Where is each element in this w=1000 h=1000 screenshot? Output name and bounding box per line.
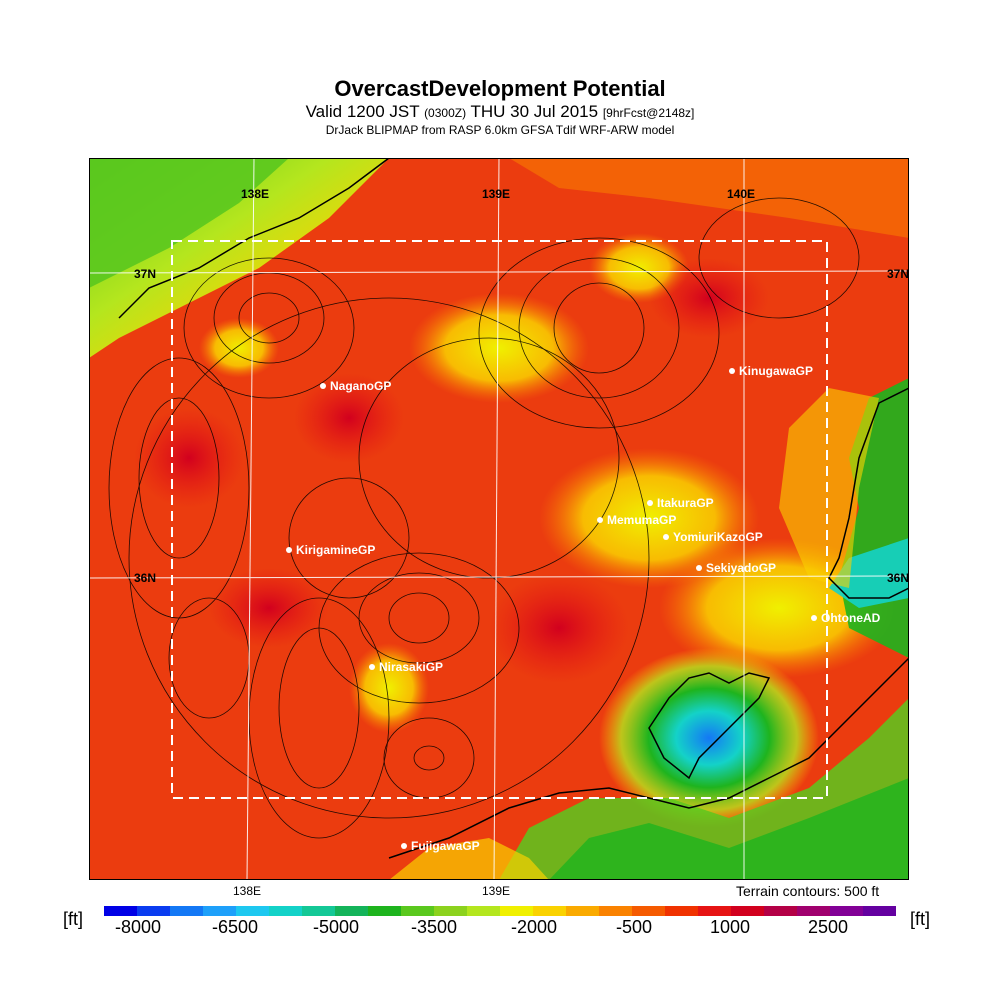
field-red-5: [294, 373, 404, 463]
site-dot-memuma[interactable]: [597, 517, 603, 523]
valid-time-z: (0300Z): [424, 106, 467, 120]
lon-label-bottom-138e: 138E: [233, 884, 262, 898]
site-label-memuma[interactable]: MemumaGP: [607, 513, 676, 527]
field-nw-green-core: [89, 158, 289, 288]
scale-swatch: [830, 906, 864, 916]
scale-swatch: [698, 906, 732, 916]
lat-label-right-36n: 36N: [887, 571, 909, 585]
scale-swatch: [665, 906, 699, 916]
field-east-cyan: [829, 538, 909, 608]
site-dot-ohtone[interactable]: [811, 615, 817, 621]
site-label-fujigawa[interactable]: FujigawaGP: [411, 839, 480, 853]
scale-label-1: -8000: [114, 917, 162, 937]
scale-swatch: [863, 906, 896, 916]
scale-swatch: [269, 906, 303, 916]
valid-date: THU 30 Jul 2015: [470, 102, 599, 121]
field-red-1: [209, 568, 329, 648]
forecast-map: 138E 139E 140E 37N 36N 37N 36N NaganoGP …: [89, 158, 909, 880]
scale-swatch: [170, 906, 204, 916]
field-red-3: [649, 258, 769, 338]
scale-swatch: [533, 906, 567, 916]
scale-swatch: [566, 906, 600, 916]
scale-label-2: -6500: [211, 917, 259, 937]
map-title: OvercastDevelopment Potential: [334, 76, 666, 101]
scale-swatch: [500, 906, 534, 916]
scale-swatch: [236, 906, 270, 916]
field-yellow-nirasaki: [349, 643, 429, 733]
site-label-kirigamine[interactable]: KirigamineGP: [296, 543, 375, 557]
field-yellow-east: [539, 448, 759, 588]
field-red-4: [489, 573, 629, 683]
lon-label-top-138e: 138E: [241, 187, 269, 201]
coastline-south: [388, 657, 909, 859]
valid-time-main: Valid 1200 JST: [305, 102, 420, 121]
field-south-green-core: [549, 778, 909, 880]
terrain-note: Terrain contours: 500 ft: [736, 883, 880, 899]
lon-label-top-140e: 140E: [727, 187, 755, 201]
site-dot-nagano[interactable]: [320, 383, 326, 389]
scale-label-5: -2000: [510, 917, 558, 937]
lat-label-right-37n: 37N: [887, 267, 909, 281]
lon-label-top-139e: 139E: [482, 187, 510, 201]
scale-swatch: [368, 906, 402, 916]
field-ne-orange: [509, 158, 909, 238]
unit-right: [ft]: [910, 909, 931, 929]
scale-swatch: [335, 906, 369, 916]
scale-swatch: [632, 906, 666, 916]
scale-label-3: -5000: [312, 917, 360, 937]
scale-label-6: -500: [615, 917, 653, 937]
scale-swatch: [137, 906, 171, 916]
color-scale: [104, 906, 896, 916]
site-dot-kirigamine[interactable]: [286, 547, 292, 553]
scale-label-4: -3500: [410, 917, 458, 937]
site-markers: NaganoGP KinugawaGP ItakuraGP MemumaGP Y…: [286, 364, 881, 853]
site-label-nirasaki[interactable]: NirasakiGP: [379, 660, 443, 674]
site-dot-kinugawa[interactable]: [729, 368, 735, 374]
scale-swatch: [764, 906, 798, 916]
lon-label-bottom-139e: 139E: [482, 884, 511, 898]
lat-label-left-36n: 36N: [134, 571, 156, 585]
terrain-contours: [108, 197, 860, 839]
site-dot-sekiyado[interactable]: [696, 565, 702, 571]
scale-label-8: 2500: [807, 917, 849, 937]
site-label-kinugawa[interactable]: KinugawaGP: [739, 364, 813, 378]
scale-label-7: 1000: [709, 917, 751, 937]
model-source: DrJack BLIPMAP from RASP 6.0km GFSA Tdif…: [325, 123, 675, 137]
site-dot-nirasaki[interactable]: [369, 664, 375, 670]
site-label-ohtone[interactable]: OhtoneAD: [821, 611, 881, 625]
site-dot-fujigawa[interactable]: [401, 843, 407, 849]
scale-swatch: [731, 906, 765, 916]
scale-swatch: [203, 906, 237, 916]
coastline-east: [828, 387, 909, 599]
scale-swatch: [599, 906, 633, 916]
valid-time: Valid 1200 JST (0300Z) THU 30 Jul 2015 […: [0, 102, 1000, 122]
scale-swatch: [467, 906, 501, 916]
field-sw-yellow: [389, 838, 549, 880]
site-label-nagano[interactable]: NaganoGP: [330, 379, 391, 393]
forecast-time: [9hrFcst@2148z]: [602, 106, 695, 120]
scale-swatch: [434, 906, 468, 916]
site-label-yomiurikazo[interactable]: YomiuriKazoGP: [673, 530, 763, 544]
coastline-north: [118, 158, 390, 319]
site-dot-yomiurikazo[interactable]: [663, 534, 669, 540]
unit-left: [ft]: [63, 909, 84, 929]
lat-label-left-37n: 37N: [134, 267, 156, 281]
graticule: [89, 158, 909, 880]
coastline-bay: [648, 672, 771, 780]
site-label-itakura[interactable]: ItakuraGP: [657, 496, 714, 510]
field-east-yellow: [779, 388, 879, 588]
field-yellow-central-north: [409, 293, 589, 403]
site-label-sekiyado[interactable]: SekiyadoGP: [706, 561, 776, 575]
site-dot-itakura[interactable]: [647, 500, 653, 506]
field-red-2: [134, 408, 244, 508]
scale-swatch: [302, 906, 336, 916]
scale-swatch: [104, 906, 138, 916]
inner-domain-box: [171, 240, 828, 799]
map-border: [89, 158, 909, 880]
field-tokyo-bay: [599, 648, 819, 828]
scale-swatch: [401, 906, 435, 916]
scale-swatch: [797, 906, 831, 916]
